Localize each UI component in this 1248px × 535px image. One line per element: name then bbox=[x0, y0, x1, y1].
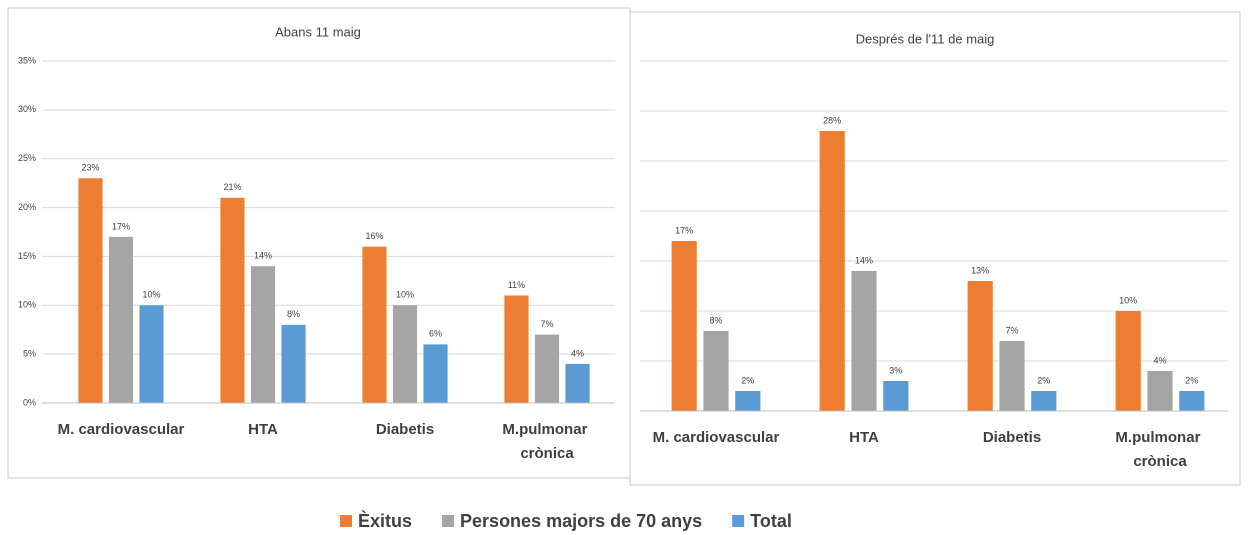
legend-swatch bbox=[442, 515, 455, 527]
bar bbox=[883, 381, 909, 411]
bar bbox=[78, 178, 103, 403]
legend-label: Èxitus bbox=[358, 510, 412, 531]
legend-swatch bbox=[340, 515, 352, 527]
x-tick-label: HTA bbox=[849, 429, 879, 446]
data-label: 23% bbox=[81, 163, 99, 173]
y-tick-label: 30% bbox=[18, 104, 36, 114]
data-label: 14% bbox=[254, 251, 272, 261]
y-tick-label: 35% bbox=[18, 55, 36, 65]
data-label: 10% bbox=[1119, 295, 1137, 305]
data-label: 17% bbox=[112, 221, 130, 231]
y-tick-label: 10% bbox=[18, 300, 36, 310]
y-tick-label: 20% bbox=[18, 202, 36, 212]
x-tick-label: Diabetis bbox=[376, 421, 434, 438]
y-tick-label: 25% bbox=[18, 153, 36, 163]
data-label: 10% bbox=[143, 290, 161, 300]
data-label: 8% bbox=[287, 309, 300, 319]
data-label: 7% bbox=[1005, 325, 1018, 335]
legend-label: Total bbox=[750, 511, 792, 531]
data-label: 28% bbox=[823, 115, 841, 125]
data-label: 13% bbox=[971, 265, 989, 275]
bar bbox=[534, 334, 560, 403]
bar bbox=[281, 324, 306, 403]
bar bbox=[392, 305, 418, 403]
x-tick-label: M.pulmonar crònica bbox=[1115, 429, 1204, 470]
x-tick-label: Diabetis bbox=[983, 429, 1041, 446]
bar bbox=[565, 363, 590, 403]
data-label: 21% bbox=[223, 182, 241, 192]
y-tick-label: 0% bbox=[23, 397, 36, 407]
bar bbox=[851, 271, 877, 411]
bar bbox=[504, 295, 529, 403]
y-tick-label: 15% bbox=[18, 251, 36, 261]
bar bbox=[1031, 391, 1057, 411]
data-label: 17% bbox=[675, 225, 693, 235]
bar bbox=[967, 281, 993, 411]
chart-title: Després de l'11 de maig bbox=[856, 31, 995, 46]
panel-right bbox=[629, 11, 1241, 486]
bar bbox=[1147, 371, 1173, 411]
bar bbox=[108, 236, 134, 403]
bar bbox=[1115, 311, 1141, 411]
bar bbox=[819, 131, 845, 411]
bar bbox=[250, 266, 276, 403]
data-label: 8% bbox=[709, 315, 722, 325]
data-label: 16% bbox=[365, 231, 383, 241]
bar bbox=[139, 305, 164, 403]
data-label: 10% bbox=[396, 290, 414, 300]
x-tick-label: HTA bbox=[248, 421, 278, 438]
bar bbox=[735, 391, 761, 411]
data-label: 3% bbox=[889, 365, 902, 375]
y-tick-label: 5% bbox=[23, 349, 36, 359]
data-label: 2% bbox=[741, 375, 754, 385]
chart-title: Abans 11 maig bbox=[275, 24, 361, 39]
bar bbox=[703, 331, 729, 411]
bar bbox=[999, 341, 1025, 411]
bar bbox=[671, 241, 697, 411]
data-label: 7% bbox=[540, 319, 553, 329]
data-label: 6% bbox=[429, 329, 442, 339]
data-label: 2% bbox=[1037, 375, 1050, 385]
bar bbox=[1179, 391, 1205, 411]
x-tick-label: M. cardiovascular bbox=[653, 429, 780, 446]
bar bbox=[423, 344, 448, 403]
data-label: 14% bbox=[855, 255, 873, 265]
bar bbox=[220, 197, 245, 403]
legend-swatch bbox=[732, 515, 745, 527]
data-label: 11% bbox=[508, 280, 525, 290]
legend-label: Persones majors de 70 anys bbox=[460, 511, 702, 531]
x-tick-label: M. cardiovascular bbox=[58, 421, 185, 438]
data-label: 4% bbox=[571, 348, 584, 358]
data-label: 4% bbox=[1153, 355, 1166, 365]
x-tick-label: M.pulmonar crònica bbox=[502, 421, 591, 462]
data-label: 2% bbox=[1185, 375, 1198, 385]
bar bbox=[362, 246, 387, 403]
